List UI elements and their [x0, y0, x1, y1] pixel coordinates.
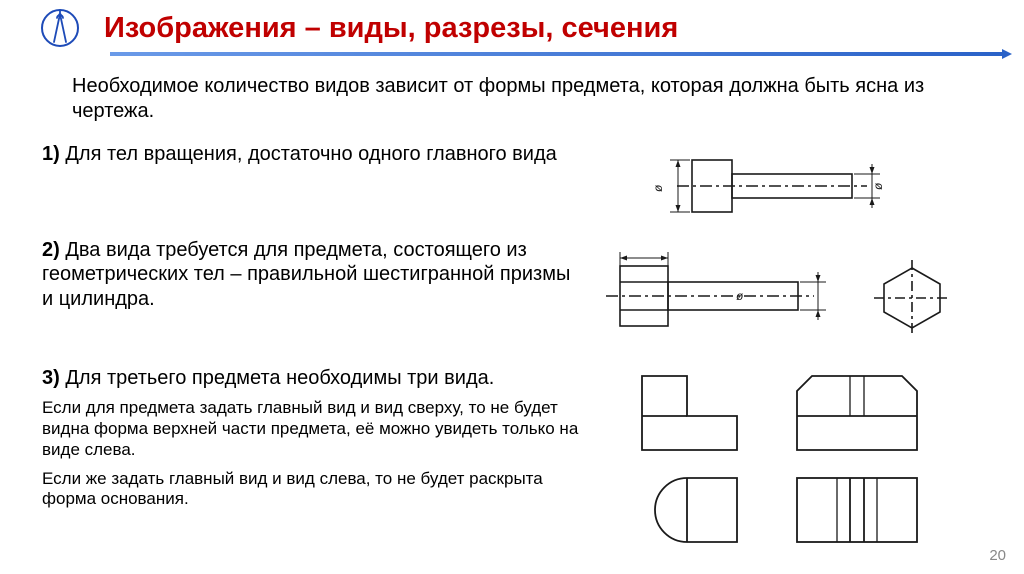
drawing-1: ø ø: [582, 142, 1024, 230]
row-1: 1) Для тел вращения, достаточно одного г…: [42, 142, 1024, 230]
compass-logo-icon: [40, 8, 80, 48]
content-rows: 1) Для тел вращения, достаточно одного г…: [0, 142, 1024, 556]
drawing-3: [582, 366, 1024, 556]
diameter-symbol-1: ø: [651, 184, 665, 192]
diameter-symbol-3: ø: [736, 289, 744, 303]
row-1-num: 1): [42, 143, 60, 165]
intro-text: Необходимое количество видов зависит от …: [0, 56, 1024, 134]
row-2-text: 2) Два вида требуется для предмета, сост…: [42, 238, 582, 311]
row-1-body: Для тел вращения, достаточно одного глав…: [60, 143, 557, 165]
row-3-text: 3) Для третьего предмета необходимы три …: [42, 366, 582, 510]
row-3-p1: Если для предмета задать главный вид и в…: [42, 398, 582, 460]
row-2: 2) Два вида требуется для предмета, сост…: [42, 238, 1024, 358]
row-2-num: 2): [42, 239, 60, 261]
row-2-body: Два вида требуется для предмета, состоящ…: [42, 239, 570, 310]
header: Изображения – виды, разрезы, сечения: [0, 0, 1024, 50]
row-1-text: 1) Для тел вращения, достаточно одного г…: [42, 142, 582, 166]
drawing-2: ø: [582, 238, 1024, 358]
row-3: 3) Для третьего предмета необходимы три …: [42, 366, 1024, 556]
row-3-body: Для третьего предмета необходимы три вид…: [60, 367, 495, 389]
diameter-symbol-2: ø: [871, 182, 885, 190]
page-number: 20: [989, 547, 1006, 564]
title-divider: [110, 52, 1004, 56]
row-3-p2: Если же задать главный вид и вид слева, …: [42, 469, 582, 510]
page-title: Изображения – виды, разрезы, сечения: [104, 12, 678, 45]
row-3-num: 3): [42, 367, 60, 389]
